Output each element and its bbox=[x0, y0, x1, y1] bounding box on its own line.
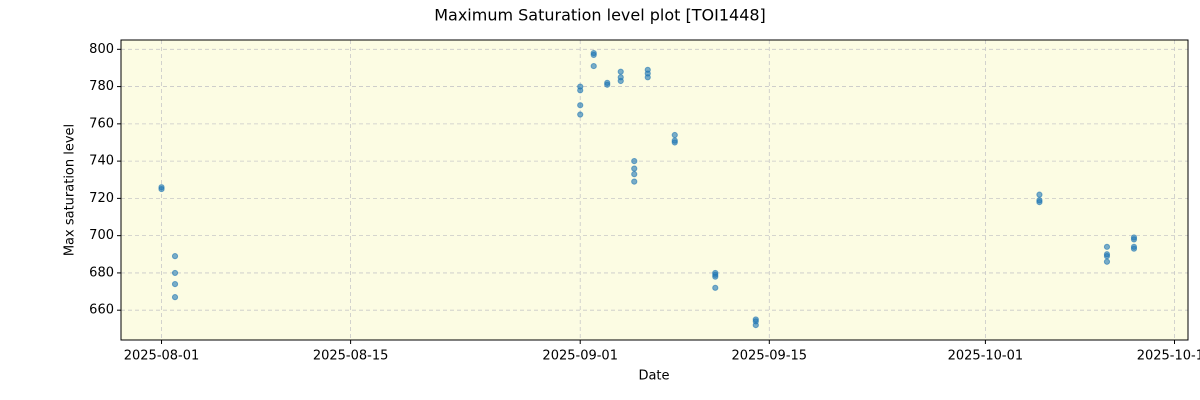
x-tick-label: 2025-10-01 bbox=[948, 349, 1024, 364]
y-tick-label: 720 bbox=[89, 191, 114, 206]
data-point bbox=[1036, 191, 1043, 198]
plot-area bbox=[121, 40, 1188, 340]
chart-title: Maximum Saturation level plot [TOI1448] bbox=[434, 6, 766, 25]
y-tick-label: 800 bbox=[89, 42, 114, 57]
data-point bbox=[577, 111, 584, 118]
y-tick-label: 780 bbox=[89, 79, 114, 94]
data-point bbox=[1103, 253, 1111, 260]
data-point bbox=[1036, 199, 1043, 206]
data-point bbox=[712, 284, 719, 291]
y-axis-label: Max saturation level bbox=[63, 124, 78, 256]
data-point bbox=[1103, 243, 1111, 250]
data-point bbox=[171, 269, 179, 277]
x-tick-label: 2025-09-15 bbox=[732, 349, 808, 364]
data-point bbox=[171, 294, 179, 301]
data-point bbox=[1130, 236, 1138, 243]
data-point bbox=[577, 102, 584, 109]
data-point bbox=[631, 178, 638, 185]
plot-frame bbox=[120, 39, 1189, 341]
data-point bbox=[617, 68, 624, 75]
data-point bbox=[631, 171, 638, 178]
data-point bbox=[712, 273, 719, 280]
x-tick-label: 2025-10-15 bbox=[1137, 349, 1200, 364]
data-point bbox=[671, 131, 678, 139]
x-axis-label: Date bbox=[638, 369, 669, 384]
data-point bbox=[1130, 245, 1138, 252]
x-tick-label: 2025-08-15 bbox=[313, 349, 389, 364]
y-tick-label: 760 bbox=[89, 116, 114, 131]
data-point bbox=[604, 81, 611, 88]
data-point bbox=[590, 51, 597, 59]
data-point bbox=[644, 74, 651, 81]
y-tick-label: 700 bbox=[89, 228, 114, 243]
data-point bbox=[631, 165, 638, 172]
x-tick-label: 2025-08-01 bbox=[124, 349, 200, 364]
data-point bbox=[158, 185, 165, 193]
data-point bbox=[590, 62, 597, 70]
y-tick-label: 680 bbox=[89, 265, 114, 280]
y-tick-label: 660 bbox=[89, 303, 114, 318]
data-point bbox=[171, 253, 179, 260]
data-point bbox=[752, 321, 759, 329]
data-point bbox=[577, 87, 584, 94]
data-point bbox=[671, 139, 678, 146]
data-point bbox=[1103, 258, 1111, 265]
data-point bbox=[631, 158, 638, 165]
y-tick-label: 740 bbox=[89, 154, 114, 169]
x-tick-label: 2025-09-01 bbox=[542, 349, 618, 364]
data-point bbox=[171, 280, 179, 288]
data-point bbox=[617, 77, 624, 85]
